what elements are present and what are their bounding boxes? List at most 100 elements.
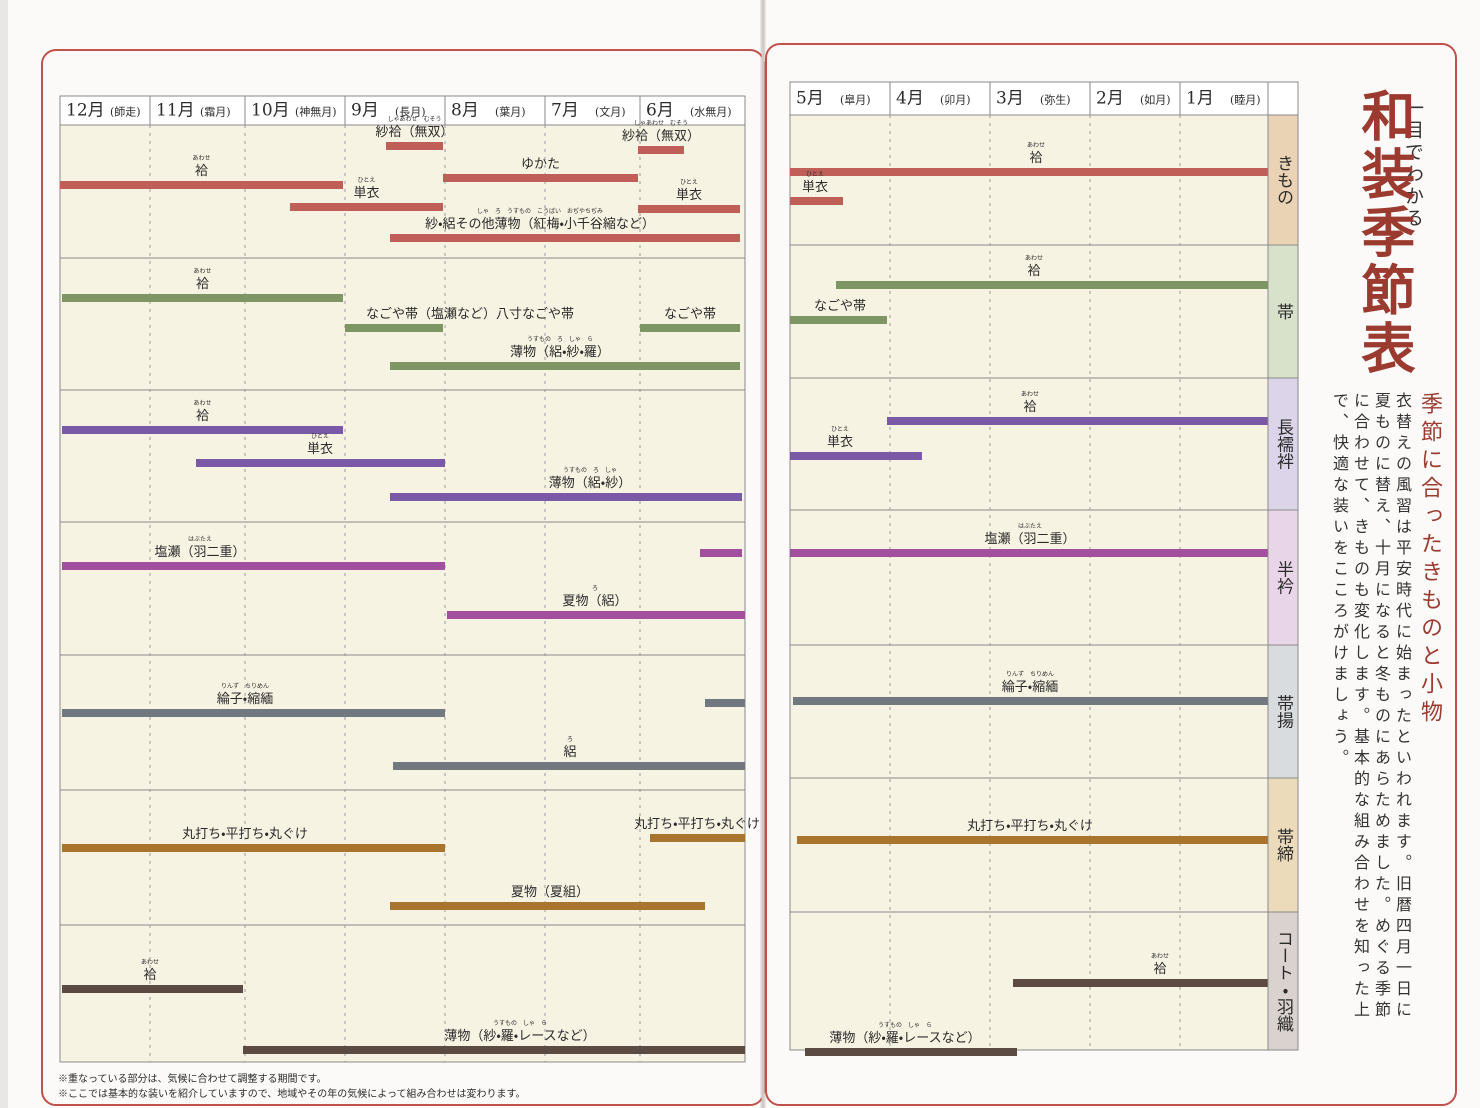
bar-ruby: あわせ bbox=[1025, 255, 1043, 262]
month: 1月 bbox=[1186, 89, 1214, 109]
month-old-name: (睦月) bbox=[1230, 94, 1261, 107]
bar-label: 丸打ち・平打ち・丸ぐけ bbox=[634, 817, 760, 832]
category-tab bbox=[1267, 777, 1299, 913]
bar-label: 綸子・縮緬 bbox=[1002, 679, 1058, 695]
bar-label: ゆかた bbox=[521, 157, 560, 172]
period-bar bbox=[196, 459, 445, 467]
bar-label: 袷 bbox=[196, 409, 209, 424]
bar-ruby: ひとえ bbox=[680, 179, 698, 186]
category-tab bbox=[1267, 244, 1299, 379]
period-bar bbox=[790, 197, 843, 205]
bar-label: 丸打ち・平打ち・丸ぐけ bbox=[182, 827, 308, 842]
bar-label: 袷 bbox=[1153, 962, 1166, 977]
period-bar bbox=[62, 844, 445, 852]
bar-ruby: ひとえ bbox=[806, 171, 824, 178]
period-bar bbox=[62, 709, 445, 717]
bar-label: 袷 bbox=[195, 164, 208, 179]
period-bar bbox=[790, 549, 1268, 557]
bar-label: なごや帯（塩瀬など）八寸なごや帯 bbox=[366, 306, 574, 322]
bar-label: 夏物（絽） bbox=[562, 594, 627, 609]
period-bar bbox=[650, 834, 745, 842]
bar-label: 絽 bbox=[563, 745, 576, 760]
bar-label: 薄物（紗・羅・レースなど） bbox=[829, 1031, 980, 1046]
period-bar bbox=[290, 203, 443, 211]
month: 10月 bbox=[251, 101, 290, 121]
bar-ruby: しゃあわせ むそう bbox=[634, 120, 688, 127]
bar-label: 綸子・縮緬 bbox=[217, 691, 273, 707]
bar-ruby: りんず ちりめん bbox=[221, 682, 269, 690]
bar-label: 紗・絽その他薄物（紅梅・小千谷縮など） bbox=[425, 216, 655, 232]
month: 2月 bbox=[1096, 89, 1124, 109]
category-tab bbox=[1267, 911, 1299, 1051]
period-bar bbox=[390, 362, 740, 370]
bar-label: 薄物（絽・紗・羅） bbox=[510, 345, 610, 360]
month-header bbox=[789, 81, 1269, 116]
bar-ruby: うすもの ろ しゃ ら bbox=[527, 336, 593, 343]
bar-ruby: ひとえ bbox=[358, 177, 376, 184]
period-bar bbox=[386, 142, 443, 150]
bar-ruby: しゃあわせ むそう bbox=[387, 116, 441, 123]
bar-ruby: しゃ ろ うすもの こうばい おぢやちぢみ bbox=[477, 207, 603, 215]
category-label: 半衿 bbox=[1273, 560, 1294, 594]
period-bar bbox=[62, 294, 343, 302]
bar-ruby: あわせ bbox=[193, 400, 211, 407]
bar-label: 袷 bbox=[1029, 151, 1042, 166]
period-bar bbox=[805, 1048, 1017, 1056]
bar-label: 丸打ち・平打ち・丸ぐけ bbox=[967, 819, 1093, 834]
month: 5月 bbox=[796, 89, 824, 109]
month-old-name: (弥生) bbox=[1040, 93, 1071, 107]
bar-ruby: あわせ bbox=[192, 155, 210, 162]
period-bar bbox=[345, 324, 443, 332]
period-bar bbox=[243, 1046, 745, 1054]
bar-label: 袷 bbox=[196, 277, 209, 292]
bar-ruby: はぶたえ bbox=[188, 536, 212, 543]
bar-ruby: あわせ bbox=[1151, 953, 1169, 960]
month-old-name: (神無月) bbox=[295, 105, 337, 119]
period-bar bbox=[390, 234, 740, 242]
bar-ruby: あわせ bbox=[193, 268, 211, 275]
bar-label: 袷 bbox=[1023, 400, 1036, 415]
month-old-name: (葉月) bbox=[495, 105, 526, 119]
bar-ruby: ろ bbox=[592, 585, 598, 592]
period-bar bbox=[797, 836, 1268, 844]
period-bar bbox=[447, 611, 745, 619]
month-old-name: (師走) bbox=[110, 106, 141, 119]
month-old-name: (如月) bbox=[1140, 93, 1171, 107]
title: 和装季節表 bbox=[1352, 88, 1416, 378]
month-old-name: (文月) bbox=[595, 105, 626, 119]
bar-label: 単衣 bbox=[307, 441, 333, 457]
bar-ruby: ひとえ bbox=[831, 426, 849, 433]
period-bar bbox=[62, 562, 445, 570]
period-bar bbox=[793, 697, 1268, 705]
bar-label: 袷 bbox=[143, 968, 156, 983]
category-label: 帯揚 bbox=[1273, 694, 1294, 729]
footnote: ※ここでは基本的な装いを紹介していますので、地域やその年の気候によって組み合わせ… bbox=[58, 1087, 526, 1100]
period-bar bbox=[705, 699, 745, 707]
bar-ruby: あわせ bbox=[141, 959, 159, 966]
heading: 季節に合ったきものと小物 bbox=[1417, 392, 1442, 728]
period-bar bbox=[836, 281, 1268, 289]
footnote: ※重なっている部分は、気候に合わせて調整する期間です。 bbox=[58, 1072, 327, 1085]
month-old-name: (水無月) bbox=[690, 105, 732, 119]
month-old-name: (卯月) bbox=[940, 94, 971, 107]
period-bar bbox=[790, 452, 922, 460]
period-bar bbox=[1013, 979, 1268, 987]
bar-ruby: あわせ bbox=[1027, 142, 1045, 149]
bar-ruby: りんず ちりめん bbox=[1006, 670, 1054, 678]
category-label: 帯締 bbox=[1273, 828, 1294, 862]
period-bar bbox=[390, 493, 742, 501]
bar-label: 夏物（夏組） bbox=[511, 885, 589, 900]
month: 4月 bbox=[896, 89, 924, 109]
month: 8月 bbox=[451, 101, 479, 121]
period-bar bbox=[887, 417, 1268, 425]
bar-label: 紗袷（無双） bbox=[622, 129, 700, 144]
category-label: 帯 bbox=[1273, 303, 1294, 320]
subtitle: 一目でわかる bbox=[1402, 98, 1424, 230]
bar-ruby: ひとえ bbox=[311, 433, 329, 440]
bar-label: 単衣 bbox=[827, 434, 853, 450]
period-bar bbox=[638, 146, 684, 154]
text-block: 季節に合ったきものと小物 衣替えの風習は平安時代に始まったといわれます。旧暦四月… bbox=[1330, 392, 1442, 1032]
month: 9月 bbox=[351, 101, 379, 121]
month-old-name: (長月) bbox=[395, 106, 426, 119]
